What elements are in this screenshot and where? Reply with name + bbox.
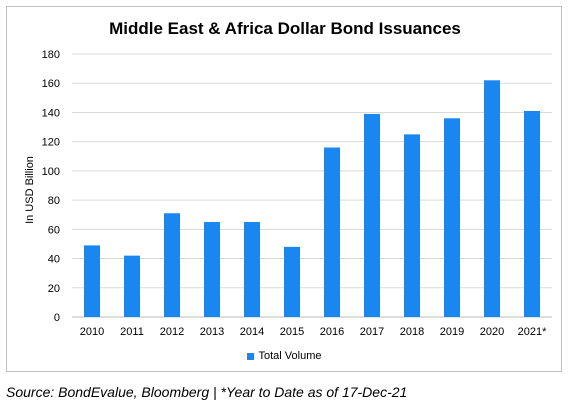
legend-label: Total Volume — [258, 350, 322, 362]
y-tick-label: 160 — [42, 78, 60, 90]
x-tick-label: 2020 — [480, 326, 504, 338]
y-tick-label: 120 — [42, 137, 60, 149]
y-tick-label: 40 — [48, 254, 60, 266]
x-tick-label: 2015 — [280, 326, 304, 338]
y-tick-label: 80 — [48, 195, 60, 207]
y-tick-label: 140 — [42, 107, 60, 119]
x-tick-label: 2021* — [518, 326, 547, 338]
bar — [404, 134, 420, 317]
x-tick-label: 2014 — [240, 326, 264, 338]
y-tick-label: 0 — [54, 312, 60, 324]
x-tick-label: 2012 — [160, 326, 184, 338]
bar — [524, 110, 540, 317]
x-tick-label: 2019 — [440, 326, 464, 338]
chart-title: Middle East & Africa Dollar Bond Issuanc… — [109, 19, 461, 38]
y-tick-label: 180 — [42, 49, 60, 61]
bar — [324, 147, 340, 317]
bar — [164, 213, 180, 317]
bar — [244, 222, 260, 317]
x-tick-label: 2011 — [120, 326, 144, 338]
x-tick-label: 2010 — [80, 326, 104, 338]
y-tick-label: 20 — [48, 283, 60, 295]
legend-swatch — [246, 352, 254, 360]
bar — [364, 113, 380, 318]
bar — [204, 222, 220, 317]
bar — [284, 246, 300, 317]
x-tick-label: 2013 — [200, 326, 224, 338]
bar — [124, 255, 140, 317]
x-tick-label: 2017 — [360, 326, 384, 338]
x-tick-label: 2018 — [400, 326, 424, 338]
x-tick-label: 2016 — [320, 326, 344, 338]
bar — [444, 118, 460, 318]
y-tick-label: 100 — [42, 166, 60, 178]
legend: Total Volume — [0, 350, 568, 362]
source-note: Source: BondEvalue, Bloomberg | *Year to… — [6, 384, 408, 400]
y-tick-label: 60 — [48, 224, 60, 236]
bar-chart: 0 20 40 60 80 100 120 140 160 180 2010 2011 2012 2013… — [42, 49, 552, 338]
bar — [484, 80, 500, 317]
bar — [84, 245, 100, 317]
